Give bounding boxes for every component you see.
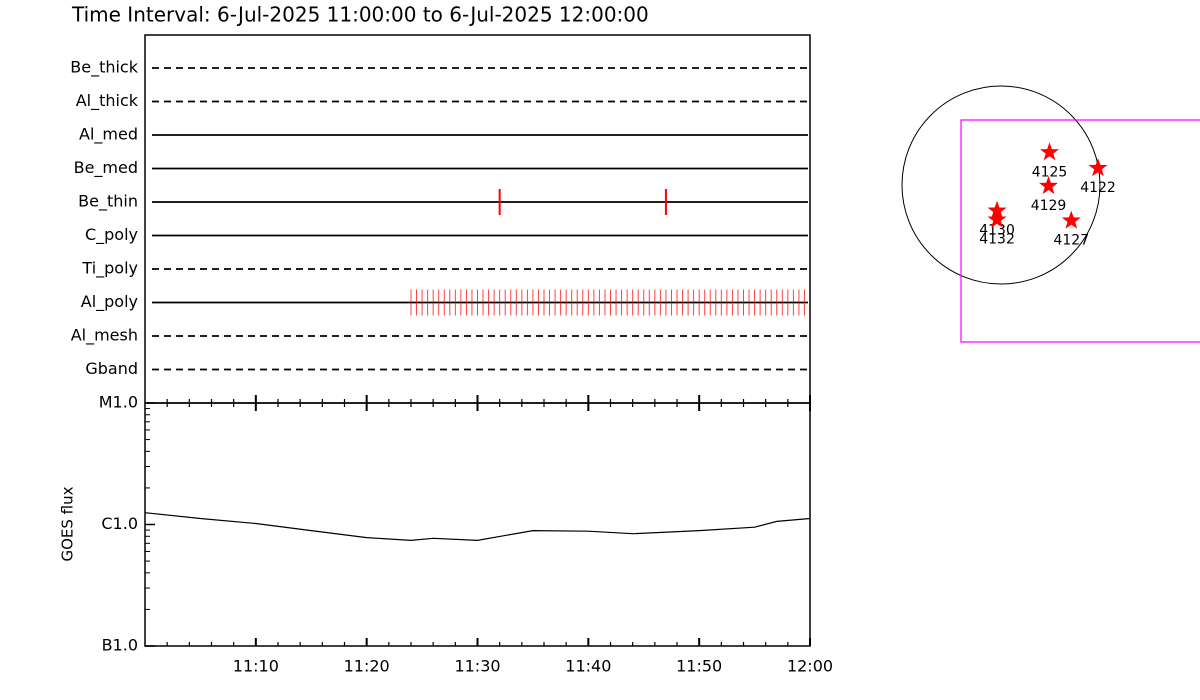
active-region-label: 4122 [1080,180,1116,196]
x-tick-label: 11:40 [565,657,611,676]
row-label: Al_thick [76,91,139,111]
active-region-star [987,209,1007,228]
active-region-star [987,200,1007,219]
x-tick-label: 12:00 [787,657,833,676]
goes-flux-line [144,512,811,542]
row-label: Al_mesh [71,326,138,346]
active-region-label: 4132 [979,232,1015,248]
active-region-label: 4125 [1032,164,1068,180]
x-tick-label: 11:50 [676,657,722,676]
row-label: Be_thick [70,58,138,78]
x-tick-label: 11:20 [344,657,390,676]
active-region-label: 4127 [1053,233,1089,249]
active-region-star [1088,158,1108,177]
y-axis-label: GOES flux [59,486,77,561]
active-region-star [1040,142,1059,161]
row-label: Gband [85,359,138,378]
row-label: Be_med [74,158,138,178]
row-label: Ti_poly [81,259,138,279]
x-tick-label: 11:10 [233,657,279,676]
active-region-star [1061,210,1081,229]
row-label: C_poly [85,225,138,245]
y-tick-label: M1.0 [99,393,138,412]
active-region-label: 4129 [1031,198,1067,214]
goes-frame [144,402,811,647]
fov-box [960,119,1200,343]
row-label: Al_med [79,125,138,145]
active-region-label: 4130 [979,223,1015,239]
chart-title: Time Interval: 6-Jul-2025 11:00:00 to 6-… [71,3,649,27]
active-region-star [1039,176,1058,195]
y-tick-label: B1.0 [102,636,138,655]
x-tick-label: 11:30 [454,657,500,676]
row-label: Be_thin [78,192,138,212]
solar-disk [901,85,1101,285]
timeline-frame [144,34,811,404]
row-label: Al_poly [81,292,138,312]
y-tick-label: C1.0 [101,514,138,533]
